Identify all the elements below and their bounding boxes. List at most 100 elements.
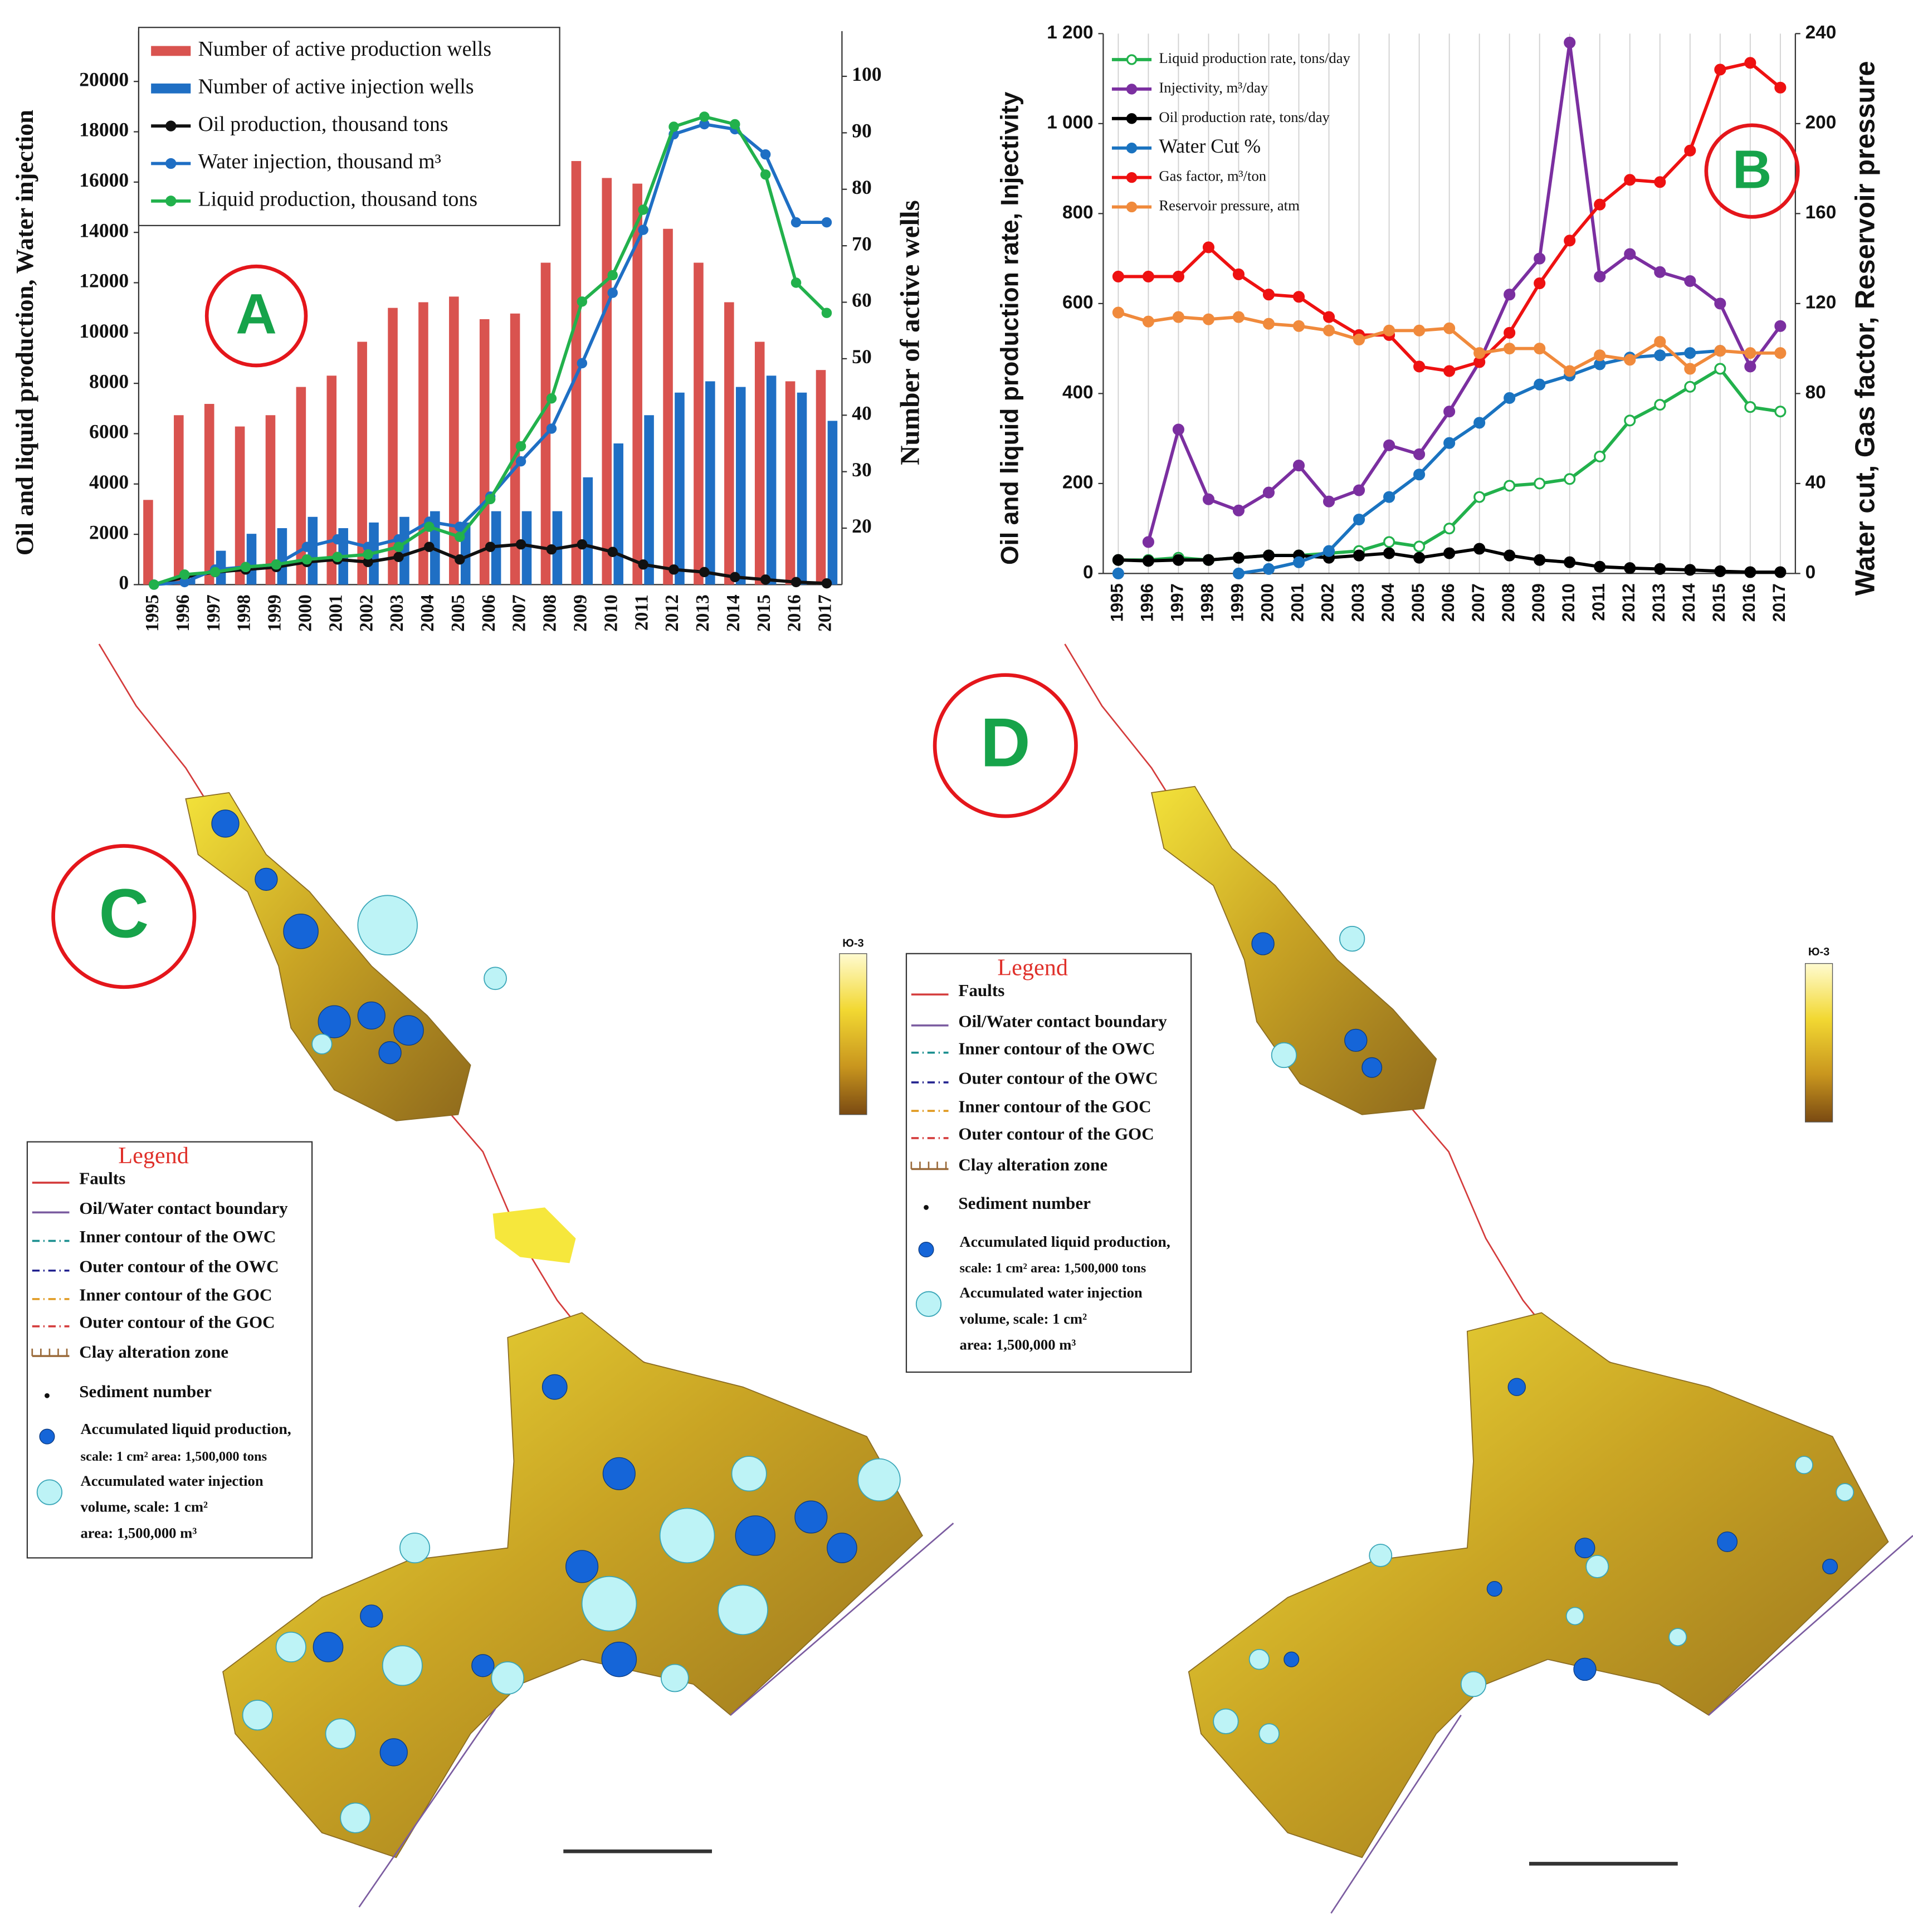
- legend-marker: [1126, 143, 1138, 154]
- bar: [827, 421, 838, 585]
- legend-item: Sediment number: [79, 1382, 212, 1401]
- legend-item: scale: 1 cm² area: 1,500,000 tons: [80, 1449, 267, 1464]
- colorbar-label: Ю-3: [1808, 946, 1829, 958]
- bar: [174, 415, 184, 585]
- point: [1232, 311, 1245, 323]
- x-tick-label: 2000: [1258, 583, 1277, 622]
- point: [1262, 318, 1275, 330]
- x-tick-label: 1999: [265, 594, 285, 632]
- point: [1744, 566, 1756, 578]
- point: [1774, 347, 1787, 359]
- point: [760, 574, 771, 585]
- colorbar-label: Ю-3: [842, 937, 863, 949]
- point: [1353, 549, 1365, 562]
- point: [1413, 469, 1426, 481]
- point: [455, 554, 465, 565]
- legend-label: Number of active production wells: [198, 37, 491, 61]
- point: [1353, 484, 1365, 496]
- point: [1292, 291, 1305, 303]
- point: [332, 534, 343, 545]
- point: [1262, 563, 1275, 575]
- well: [1836, 1483, 1855, 1502]
- panel-ring: [51, 844, 197, 989]
- legend-label: Water injection, thousand m³: [198, 150, 441, 173]
- point: [1534, 343, 1546, 355]
- bar: [296, 387, 306, 585]
- x-tick-label: 2007: [509, 594, 530, 632]
- x-tick-label: 2009: [1529, 583, 1548, 622]
- y-axis-label: Oil and liquid production, Water injecti…: [11, 110, 38, 555]
- injection-wells: [1213, 925, 1855, 1744]
- boundary-line: [1708, 1535, 1913, 1716]
- legend-label: Liquid production, thousand tons: [198, 188, 477, 211]
- panel-ring: [1704, 123, 1800, 219]
- bar: [694, 262, 704, 585]
- legend-title: Legend: [997, 954, 1068, 980]
- x-tick-label: 2004: [417, 594, 438, 632]
- point: [1443, 365, 1456, 377]
- legend-item: Outer contour of the OWC: [958, 1069, 1158, 1088]
- x-tick-label: 1998: [1198, 583, 1217, 622]
- panel-label: C: [99, 875, 149, 952]
- y-tick-label: 0: [1083, 562, 1094, 583]
- legend-marker: [165, 120, 177, 131]
- well: [311, 1033, 333, 1055]
- well: [340, 1802, 371, 1833]
- production-wells: [1251, 932, 1838, 1681]
- well: [242, 1700, 273, 1731]
- legend-label: Number of active injection wells: [198, 75, 474, 98]
- y2-tick-label: 160: [1805, 202, 1837, 223]
- well: [357, 895, 418, 955]
- point: [638, 204, 648, 215]
- point: [1443, 523, 1456, 535]
- point: [1413, 360, 1426, 373]
- x-tick-label: 2001: [325, 594, 346, 632]
- bar: [308, 516, 318, 585]
- point: [1413, 324, 1426, 336]
- point: [821, 308, 832, 318]
- well: [857, 1458, 901, 1502]
- point: [363, 549, 373, 560]
- bar: [613, 443, 623, 585]
- legend-item: Outer contour of the GOC: [79, 1312, 275, 1331]
- panel-label: B: [1733, 138, 1772, 199]
- well: [1251, 932, 1275, 955]
- point: [668, 564, 679, 575]
- x-tick-label: 2005: [448, 594, 469, 632]
- legend-item: Accumulated water injection: [960, 1284, 1143, 1301]
- well: [399, 1533, 431, 1564]
- point: [1112, 306, 1124, 319]
- y2-tick-label: 0: [1805, 562, 1816, 583]
- x-tick-label: 1997: [1168, 583, 1187, 622]
- point: [1504, 549, 1516, 562]
- legend-item: Oil/Water contact boundary: [79, 1198, 288, 1218]
- bar: [797, 392, 807, 585]
- point: [332, 552, 343, 562]
- boundary-line: [358, 1708, 496, 1907]
- bar: [185, 579, 196, 585]
- bar: [143, 500, 153, 585]
- x-tick-label: 2016: [1739, 583, 1759, 622]
- x-tick-label: 2014: [1679, 583, 1699, 622]
- legend-item: Clay alteration zone: [79, 1342, 228, 1362]
- well: [735, 1515, 776, 1556]
- y-tick-label: 16000: [79, 169, 129, 191]
- well: [794, 1500, 828, 1534]
- bar: [766, 375, 777, 585]
- legend-item: Faults: [79, 1169, 125, 1188]
- point: [271, 559, 282, 570]
- deposit-area: [222, 1312, 923, 1858]
- point: [1714, 565, 1726, 577]
- bar: [388, 308, 398, 585]
- well: [731, 1456, 767, 1492]
- point: [1383, 536, 1395, 548]
- y-tick-label: 1 000: [1047, 113, 1093, 133]
- legend-item: Sediment number: [958, 1193, 1091, 1213]
- y-tick-label: 12000: [79, 270, 129, 292]
- point: [1654, 176, 1666, 188]
- deposit-patch: [492, 1207, 576, 1263]
- y2-tick-label: 80: [852, 176, 872, 198]
- bar: [583, 477, 593, 585]
